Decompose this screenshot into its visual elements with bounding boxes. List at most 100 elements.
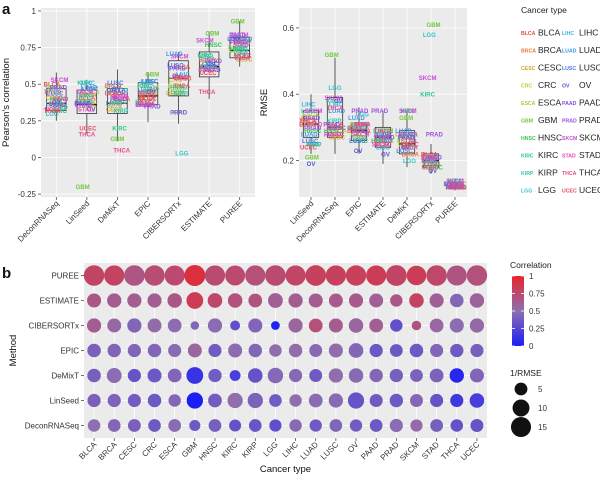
point-label-paad: PAAD xyxy=(378,136,395,142)
point-label-lihc: LIHC xyxy=(176,72,191,78)
point-label-paad: PAAD xyxy=(169,66,186,72)
dot-deconrnaseq-gbm xyxy=(189,419,201,432)
point-label-lgg: LGG xyxy=(329,86,342,92)
cancer-type-legend-title: Cancer type xyxy=(521,5,567,15)
point-label-blca: BLCA xyxy=(448,185,465,191)
legend-label-stad: STAD xyxy=(579,150,600,160)
point-label-lgg: LGG xyxy=(80,100,93,106)
dot-deconrnaseq-kirp xyxy=(248,419,262,432)
point-label-esca: ESCA xyxy=(83,90,100,96)
point-label-crc: CRC xyxy=(304,122,318,128)
point-label-brca: BRCA xyxy=(327,126,345,132)
point-label-ucec: UCEC xyxy=(105,91,123,97)
point-label-brca: BRCA xyxy=(44,90,62,96)
dot-deconrnaseq-ucec xyxy=(470,419,484,432)
dot-epic-lgg xyxy=(269,344,282,357)
legend-label-paad: PAAD xyxy=(579,98,600,108)
point-label-stad: STAD xyxy=(113,94,130,100)
point-label-kirp: KIRP xyxy=(199,55,213,61)
dot-plot-legend: Correlation 1 0.75 0.5 0.25 0 1/RMSE 5 10 15 xyxy=(510,260,552,438)
point-label-thca: THCA xyxy=(401,146,418,152)
dot-estimate-ucec xyxy=(469,293,485,308)
point-label-luad: LUAD xyxy=(301,132,318,138)
dot-epic-esca xyxy=(168,343,182,358)
point-label-cesc: CESC xyxy=(106,107,123,113)
point-label-skcm: SKCM xyxy=(352,132,370,138)
color-legend-label: 0 xyxy=(529,342,534,351)
box xyxy=(398,130,416,155)
point-label-blca: BLCA xyxy=(327,122,344,128)
dot-demixt-ov xyxy=(348,368,364,383)
point-label-prad: PRAD xyxy=(110,97,128,103)
point-label-kirp: KIRP xyxy=(79,94,93,100)
legend-label-skcm: SKCM xyxy=(579,133,600,143)
point-label-blca: BLCA xyxy=(113,97,130,103)
point-label-ucec: UCEC xyxy=(402,142,420,148)
dot-demixt-hnsc xyxy=(208,368,222,383)
point-label-paad: PAAD xyxy=(351,129,368,135)
point-label-skcm: SKCM xyxy=(231,33,249,39)
dot-estimate-skcm xyxy=(409,293,424,308)
legend-key-prad: PRAD xyxy=(562,119,577,125)
point-label-lihc: LIHC xyxy=(141,80,156,86)
point-label-lihc: LIHC xyxy=(349,126,364,132)
legend-key-blca: BLCA xyxy=(521,31,536,37)
point-label-cesc: CESC xyxy=(395,132,412,138)
point-label-blca: BLCA xyxy=(374,132,391,138)
point-label-stad: STAD xyxy=(233,43,250,49)
point-label-hnsc: HNSC xyxy=(135,100,153,106)
legend-label-crc: CRC xyxy=(538,80,556,90)
dot-linseed-kirc xyxy=(227,392,243,409)
point-label-hnsc: HNSC xyxy=(75,100,93,106)
point-label-thca: THCA xyxy=(79,132,96,138)
dot-puree-skcm xyxy=(406,265,427,286)
dot-demixt-crc xyxy=(147,368,162,383)
point-label-hnsc: HNSC xyxy=(170,86,188,92)
point-label-hnsc: HNSC xyxy=(304,129,322,135)
y-tick-label: 0 xyxy=(32,153,37,162)
dot-puree-gbm xyxy=(184,264,206,287)
dot-puree-prad xyxy=(385,265,407,286)
dot-epic-hnsc xyxy=(208,343,222,358)
point-label-kirc: KIRC xyxy=(232,46,247,52)
cancer-type-label: CESC xyxy=(117,440,139,462)
dot-epic-stad xyxy=(430,343,444,358)
point-label-gbm: GBM xyxy=(352,136,366,142)
legend-label-esca: ESCA xyxy=(538,98,561,108)
point-label-kirp: KIRP xyxy=(234,52,248,58)
dot-demixt-lusc xyxy=(328,368,344,383)
legend-key-hnsc: HNSC xyxy=(521,136,536,142)
point-label-thca: THCA xyxy=(139,102,156,108)
point-label-brca: BRCA xyxy=(374,139,392,145)
point-label-kirp: KIRP xyxy=(421,159,435,165)
dot-estimate-brca xyxy=(107,293,122,308)
point-label-crc: CRC xyxy=(445,185,459,191)
method-label: DeconRNASeq xyxy=(25,422,79,431)
point-label-stad: STAD xyxy=(198,68,215,74)
dot-cibersortx-kirc xyxy=(230,320,241,331)
y-axis-title: Pearson's correlation xyxy=(1,58,12,147)
cancer-type-label: ESCA xyxy=(157,440,179,462)
point-label-paad: PAAD xyxy=(425,156,442,162)
dot-epic-ucec xyxy=(470,343,484,358)
legend-label-hnsc: HNSC xyxy=(538,133,562,143)
point-label-gbm: GBM xyxy=(50,103,64,109)
point-label-skcm: SKCM xyxy=(305,109,323,115)
point-label-crc: CRC xyxy=(351,132,365,138)
dot-estimate-luad xyxy=(308,293,323,308)
point-label-ov: OV xyxy=(381,152,390,158)
x-tick-label: DeMixT xyxy=(96,199,122,225)
color-legend-label: 0.5 xyxy=(529,307,541,316)
point-label-thca: THCA xyxy=(354,122,371,128)
point-label-hnsc: HNSC xyxy=(205,43,223,49)
dot-linseed-ov xyxy=(347,392,365,409)
point-label-thca: THCA xyxy=(44,109,61,115)
point-label-ucec: UCEC xyxy=(347,126,365,132)
point-label-skcm: SKCM xyxy=(136,103,154,109)
cancer-type-label: LIHC xyxy=(281,440,300,459)
point-label-esca: ESCA xyxy=(350,122,367,128)
point-label-stad: STAD xyxy=(373,136,390,142)
dot-epic-crc xyxy=(147,343,162,358)
dot-puree-paad xyxy=(366,265,387,286)
point-label-crc: CRC xyxy=(398,142,412,148)
